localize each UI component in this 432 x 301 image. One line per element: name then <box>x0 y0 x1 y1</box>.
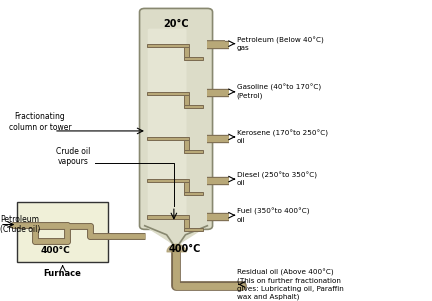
Text: Fractionating
column or tower: Fractionating column or tower <box>9 112 71 132</box>
Bar <box>184 219 190 228</box>
Text: 400°C: 400°C <box>41 246 70 255</box>
Polygon shape <box>145 226 207 247</box>
Text: Kerosene (170°to 250°C)
oil: Kerosene (170°to 250°C) oil <box>237 130 328 144</box>
Bar <box>147 179 190 182</box>
Text: Gasoline (40°to 170°C)
(Petrol): Gasoline (40°to 170°C) (Petrol) <box>237 84 321 99</box>
Polygon shape <box>145 226 207 248</box>
Bar <box>184 182 190 192</box>
Text: Fuel (350°to 400°C)
oil: Fuel (350°to 400°C) oil <box>237 208 309 222</box>
Text: Residual oil (Above 400°C)
(This on further fractionation
gives: Lubricating oil: Residual oil (Above 400°C) (This on furt… <box>237 269 343 300</box>
Bar <box>147 215 190 219</box>
Bar <box>147 44 190 47</box>
Text: Petroleum (Below 40°C)
gas: Petroleum (Below 40°C) gas <box>237 36 324 51</box>
Bar <box>147 137 190 140</box>
Bar <box>17 202 108 262</box>
Text: Crude oil
vapours: Crude oil vapours <box>56 147 91 166</box>
FancyBboxPatch shape <box>148 29 187 218</box>
Bar <box>147 92 190 95</box>
Bar <box>184 140 190 150</box>
Bar <box>184 57 203 60</box>
Bar <box>184 47 190 57</box>
Text: 20°C: 20°C <box>163 19 189 29</box>
Bar <box>184 105 203 108</box>
Bar <box>184 192 203 195</box>
Text: Petroleum
(Crude oil): Petroleum (Crude oil) <box>0 215 40 234</box>
Text: 400°C: 400°C <box>168 244 201 254</box>
Bar <box>184 95 190 105</box>
Text: Furnace: Furnace <box>44 269 82 278</box>
Text: Diesel (250°to 350°C)
oil: Diesel (250°to 350°C) oil <box>237 172 317 186</box>
FancyBboxPatch shape <box>140 8 213 229</box>
Bar <box>184 228 203 231</box>
Bar <box>184 150 203 153</box>
